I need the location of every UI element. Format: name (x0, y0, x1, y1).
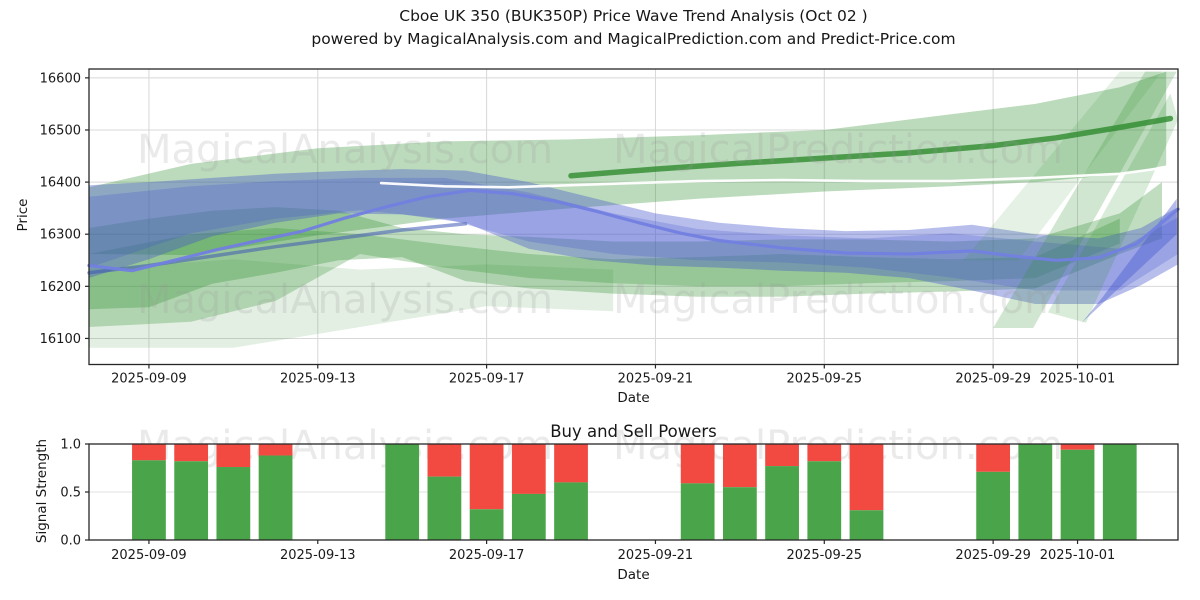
bar-segment-buy (258, 455, 293, 540)
periwinkle-wave-line (87, 188, 1180, 273)
blue-inner-band (89, 177, 1178, 291)
bar-segment-sell (722, 444, 757, 488)
bar-segment-buy (132, 460, 166, 540)
bar-segment-buy (511, 493, 546, 540)
signal-strength-axis-label: Signal Strength (34, 438, 50, 544)
y-tick-label: 16600 (40, 71, 81, 86)
x-tick-label: 2025-09-21 (618, 372, 694, 387)
buy-sell-bars (132, 444, 1137, 540)
x-tick-label: 2025-09-09 (111, 372, 187, 387)
watermark-text: MagicalAnalysis.com (137, 127, 553, 173)
bar-segment-buy (216, 467, 251, 540)
green-steep-wedge-2 (1048, 93, 1178, 323)
bar-segment-sell (216, 444, 251, 468)
bar-segment-sell (807, 444, 842, 462)
bar-segment-buy (427, 476, 462, 540)
bar-segment-sell (511, 444, 546, 494)
bar-segment-buy (849, 510, 884, 540)
x-tick-label: 2025-09-13 (280, 372, 356, 387)
bar-segment-sell (554, 444, 588, 483)
bar-segment-buy (765, 466, 799, 540)
x-tick-label: 2025-10-01 (1040, 548, 1116, 563)
watermark-text: MagicalPrediction.com (613, 127, 1063, 173)
bar-segment-buy (469, 509, 504, 540)
y-tick-label: 16300 (40, 228, 81, 243)
x-tick-label: 2025-09-17 (449, 372, 525, 387)
bar-segment-sell (469, 444, 504, 510)
bar-segment-sell (680, 444, 715, 484)
x-tick-label: 2025-09-09 (111, 548, 187, 563)
dark-green-trend (568, 115, 1174, 179)
bar-segment-buy (1018, 444, 1053, 540)
bar-segment-buy (385, 444, 420, 540)
bar-segment-buy (554, 482, 588, 540)
green-inner-band (89, 218, 1120, 327)
watermark-text: MagicalAnalysis.com (137, 277, 553, 323)
x-tick-label: 2025-09-13 (280, 548, 356, 563)
bar-segment-sell (849, 444, 884, 511)
x-tick-label: 2025-09-17 (449, 548, 525, 563)
bar-segment-buy (976, 471, 1011, 540)
x-tick-label: 2025-09-25 (787, 548, 863, 563)
x-tick-label: 2025-09-25 (787, 372, 863, 387)
bar-segment-sell (1060, 444, 1095, 450)
watermark-text: MagicalPrediction.com (613, 277, 1063, 323)
date-axis-label-top: Date (617, 390, 650, 406)
bar-segment-buy (680, 483, 715, 540)
y-tick-label: 16200 (40, 280, 81, 295)
x-tick-label: 2025-09-21 (618, 548, 694, 563)
green-steep-wedge-1 (993, 71, 1177, 328)
signal-axis-ticks: 0.0 0.5 1.0 2025-09-09 2025-09-13 2025-09-17 2… (60, 438, 1115, 564)
bar-segment-sell (258, 444, 293, 456)
x-tick-label: 2025-09-29 (955, 372, 1031, 387)
bar-segment-buy (1060, 449, 1095, 540)
price-wave-bands (89, 71, 1178, 348)
bar-segment-sell (765, 444, 799, 467)
y-tick-label: 16400 (40, 176, 81, 191)
green-upper-fan (89, 71, 1167, 256)
bar-chart-title: Buy and Sell Powers (550, 422, 717, 441)
bar-segment-sell (427, 444, 462, 477)
y-tick-label: 0.0 (60, 534, 81, 549)
price-trend-lines (87, 115, 1180, 275)
white-median-line (379, 166, 1168, 189)
y-tick-label: 16500 (40, 123, 81, 138)
green-faint-tail (89, 259, 614, 348)
green-steep-wedge-3 (963, 71, 1162, 261)
chart-title-line1: Cboe UK 350 (BUK350P) Price Wave Trend A… (399, 7, 868, 25)
price-axis-ticks: 16100 16200 16300 16400 16500 16600 2025-09-09… (40, 71, 1116, 386)
y-tick-label: 0.5 (60, 486, 81, 501)
green-mid-band (89, 182, 1162, 310)
bar-segment-sell (132, 444, 166, 461)
bar-segment-buy (722, 487, 757, 540)
y-tick-label: 1.0 (60, 438, 81, 453)
bar-segment-sell (174, 444, 209, 462)
date-axis-label-bottom: Date (617, 567, 650, 583)
bar-segment-buy (807, 461, 842, 540)
blue-outer-band (89, 169, 1178, 304)
y-tick-label: 16100 (40, 332, 81, 347)
bar-segment-sell (976, 444, 1011, 472)
bar-segment-buy (1102, 444, 1137, 540)
chart-title-line2: powered by MagicalAnalysis.com and Magic… (311, 30, 956, 48)
bar-segment-buy (174, 461, 209, 540)
price-axis-label: Price (15, 198, 31, 232)
price-axes-frame (88, 68, 1179, 366)
price-grid (89, 69, 1178, 365)
x-tick-label: 2025-09-29 (955, 548, 1031, 563)
x-tick-label: 2025-10-01 (1040, 372, 1116, 387)
